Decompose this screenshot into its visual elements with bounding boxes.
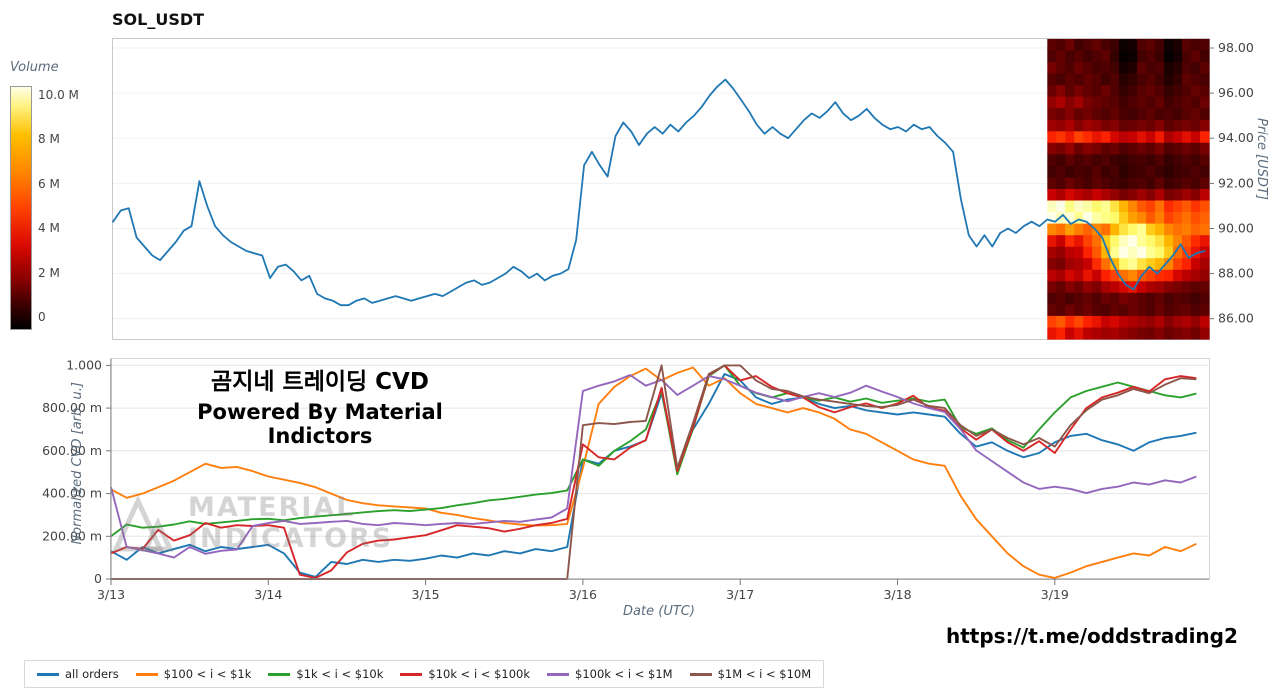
svg-text:96.00: 96.00: [1218, 85, 1254, 100]
svg-text:600.00 m: 600.00 m: [42, 443, 102, 458]
svg-text:98.00: 98.00: [1218, 40, 1254, 55]
svg-text:3/13: 3/13: [97, 587, 125, 602]
legend-item: $100 < i < $1k: [135, 667, 252, 681]
legend-item: $1M < i < $10M: [689, 667, 812, 681]
svg-text:3/17: 3/17: [726, 587, 754, 602]
legend-swatch: [37, 672, 59, 676]
korean-overlay-title: 곰지네 트레이딩 CVD: [211, 369, 429, 395]
cvd-axes: 0 200.00 m 400.00 m 600.00 m 800.00 m 1.000 3/…: [42, 357, 1209, 602]
legend-item: $100k < i < $1M: [547, 667, 673, 681]
price-chart-svg: 98.00 96.00 94.00 92.00 90.00 88.00 86.00: [112, 39, 1254, 340]
cvd-chart-panel: 0 200.00 m 400.00 m 600.00 m 800.00 m 1.000 3/…: [42, 357, 1210, 602]
price-line: [112, 78, 1206, 307]
price-gridlines: [113, 47, 1209, 320]
legend-item: all orders: [37, 667, 119, 681]
liquidity-heatmap: [1047, 39, 1210, 340]
legend-label: all orders: [65, 667, 119, 681]
powered-by-text: Powered By Material Indictors: [197, 400, 443, 448]
date-axis-title: Date (UTC): [623, 604, 695, 619]
svg-text:3/16: 3/16: [569, 587, 597, 602]
colorbar-tick-label: 0: [38, 309, 46, 324]
price-axis-ticks: 98.00 96.00 94.00 92.00 90.00 88.00 86.00: [1209, 40, 1254, 326]
legend-label: $100 < i < $1k: [163, 667, 252, 681]
material-indicators-logo-icon: [112, 495, 174, 552]
legend-label: $1M < i < $10M: [717, 667, 812, 681]
series-legend: all orders $100 < i < $1k $1k < i < $10k $1…: [24, 660, 825, 688]
price-axis-title: Price [USDT]: [1254, 118, 1269, 200]
svg-text:86.00: 86.00: [1218, 311, 1254, 326]
svg-text:1.000: 1.000: [66, 357, 102, 372]
svg-text:200.00 m: 200.00 m: [42, 528, 102, 543]
legend-swatch: [400, 672, 423, 676]
svg-text:400.00 m: 400.00 m: [42, 486, 102, 501]
cvd-series-line: [110, 374, 1197, 559]
cvd-chart-svg: 0 200.00 m 400.00 m 600.00 m 800.00 m 1.000 3/…: [42, 357, 1209, 602]
cvd-axis-title: Normalized CVD [arb. u.]: [70, 382, 85, 545]
watermark-line2: INDICATORS: [188, 523, 394, 555]
legend-item: $10k < i < $100k: [400, 667, 530, 681]
svg-text:3/14: 3/14: [254, 587, 282, 602]
colorbar-tick-label: 6 M: [38, 176, 60, 191]
cvd-series-line: [110, 366, 1197, 579]
colorbar-tick-label: 10.0 M: [38, 88, 79, 102]
volume-colorbar: [10, 86, 32, 330]
legend-label: $1k < i < $10k: [296, 667, 384, 681]
legend-item: $1k < i < $10k: [268, 667, 383, 681]
legend-label: $100k < i < $1M: [575, 667, 673, 681]
svg-text:800.00 m: 800.00 m: [42, 400, 102, 415]
svg-text:94.00: 94.00: [1218, 130, 1254, 145]
svg-text:88.00: 88.00: [1218, 266, 1254, 281]
svg-text:92.00: 92.00: [1218, 175, 1254, 190]
legend-swatch: [547, 672, 570, 676]
watermark-line1: MATERIAL: [188, 492, 356, 523]
legend-swatch: [689, 672, 712, 676]
volume-colorbar-title: Volume: [10, 60, 59, 75]
colorbar-tick-label: 2 M: [38, 265, 60, 280]
svg-text:3/18: 3/18: [883, 587, 911, 602]
legend-label: $10k < i < $100k: [428, 667, 531, 681]
telegram-url[interactable]: https://t.me/oddstrading2: [946, 624, 1238, 648]
svg-text:90.00: 90.00: [1218, 221, 1254, 236]
svg-text:0: 0: [94, 571, 102, 586]
legend-swatch: [268, 672, 291, 676]
svg-text:3/15: 3/15: [412, 587, 440, 602]
legend-swatch: [135, 672, 158, 676]
price-chart-panel: 98.00 96.00 94.00 92.00 90.00 88.00 86.00: [112, 38, 1254, 340]
material-indicators-watermark: MATERIAL INDICATORS: [112, 492, 393, 554]
volume-colorbar-tick-labels: 10.0 M 8 M 6 M 4 M 2 M 0: [38, 88, 79, 324]
svg-text:3/19: 3/19: [1041, 587, 1069, 602]
cvd-series-line: [110, 364, 1197, 579]
cvd-series-line: [110, 364, 1197, 538]
colorbar-tick-label: 4 M: [38, 221, 60, 236]
colorbar-tick-label: 8 M: [38, 132, 60, 147]
pair-title: SOL_USDT: [112, 10, 205, 29]
